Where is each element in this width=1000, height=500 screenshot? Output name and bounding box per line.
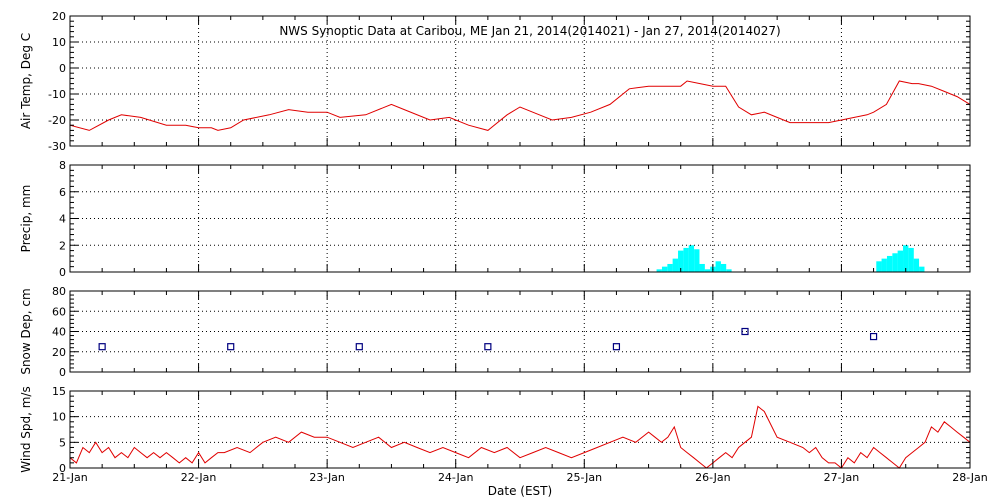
snow-depth-marker [741, 327, 749, 336]
x-axis-label: Date (EST) [488, 484, 552, 498]
x-tick-label: 25-Jan [567, 471, 603, 484]
precip-bar [903, 245, 909, 272]
y-tick-label: 15 [52, 385, 66, 398]
y-axis-label: Snow Dep, cm [19, 288, 33, 374]
air_temp-line [69, 80, 971, 131]
snow-depth-marker [869, 332, 878, 341]
y-tick-label: 10 [52, 36, 66, 49]
y-axis-label: Wind Spd, m/s [19, 386, 33, 472]
precip-bar [699, 263, 705, 272]
precip-bar [715, 261, 721, 272]
y-tick-label: 6 [59, 186, 66, 199]
precip-bar [913, 258, 920, 272]
x-tick-label: 23-Jan [309, 471, 345, 484]
y-tick-label: 40 [52, 326, 66, 339]
y-tick-label: -10 [48, 88, 66, 101]
y-tick-label: 0 [59, 462, 66, 475]
snow-depth-marker [227, 343, 235, 351]
x-tick-label: 28-Jan [952, 471, 988, 484]
x-tick-label: 22-Jan [181, 471, 217, 484]
precip-bar [892, 253, 898, 272]
precip-bar [908, 247, 914, 272]
snow-depth-marker [355, 343, 363, 351]
y-tick-label: 2 [59, 239, 66, 252]
y-tick-label: 8 [59, 159, 66, 172]
y-tick-label: -30 [48, 140, 66, 153]
y-axis-label: Precip, mm [19, 185, 33, 253]
panel-precip: 8 6 4 2 0 Precip, mm [19, 159, 971, 279]
panel-wind_speed: 15 10 5 0 Wind Spd, m/s [19, 385, 971, 475]
panel-air_temp: 20 10 0 -10 -20 -30 Air Temp, Deg C [19, 10, 971, 153]
x-axis: 21-Jan 22-Jan 23-Jan 24-Jan 25-Jan 26-Jan 27-J… [52, 471, 988, 484]
precip-bar [704, 269, 711, 272]
y-tick-label: 20 [52, 10, 66, 23]
precip-bar [672, 258, 678, 272]
precip-bar [720, 263, 727, 272]
precip-bar [886, 255, 893, 272]
precip-bar [683, 247, 689, 272]
precip-bar [919, 266, 925, 272]
precip-bar [661, 266, 668, 272]
precip-bar [656, 269, 662, 272]
wind_speed-line [69, 405, 971, 469]
y-tick-label: 5 [59, 436, 66, 449]
chart-title: NWS Synoptic Data at Caribou, ME Jan 21,… [279, 24, 780, 38]
panel-frame [69, 390, 971, 469]
snow-depth-marker [484, 343, 492, 351]
snow-depth-marker [98, 343, 106, 351]
precip-bar [726, 269, 732, 272]
y-tick-label: 0 [59, 62, 66, 75]
y-tick-label: 80 [52, 285, 66, 298]
y-tick-label: 20 [52, 346, 66, 359]
precip-bar [897, 250, 903, 272]
y-tick-label: 0 [59, 266, 66, 279]
precip-bar [667, 263, 673, 272]
x-tick-label: 26-Jan [695, 471, 731, 484]
precip-bar [678, 250, 684, 272]
precip-bar [876, 261, 882, 272]
precip-bar [694, 249, 700, 272]
precip-bar [688, 245, 695, 272]
panel-snow_depth: 80 60 40 20 0 Snow Dep, cm [19, 285, 971, 379]
y-axis-label: Air Temp, Deg C [19, 33, 33, 129]
snow-depth-marker [612, 343, 621, 351]
y-tick-label: 4 [59, 213, 66, 226]
y-tick-label: 10 [52, 411, 66, 424]
x-tick-label: 27-Jan [824, 471, 860, 484]
x-tick-label: 24-Jan [438, 471, 474, 484]
y-tick-label: -20 [48, 114, 66, 127]
precip-bar [881, 258, 887, 272]
y-tick-label: 0 [59, 366, 66, 379]
y-tick-label: 60 [52, 305, 66, 318]
x-tick-label: 21-Jan [52, 471, 88, 484]
